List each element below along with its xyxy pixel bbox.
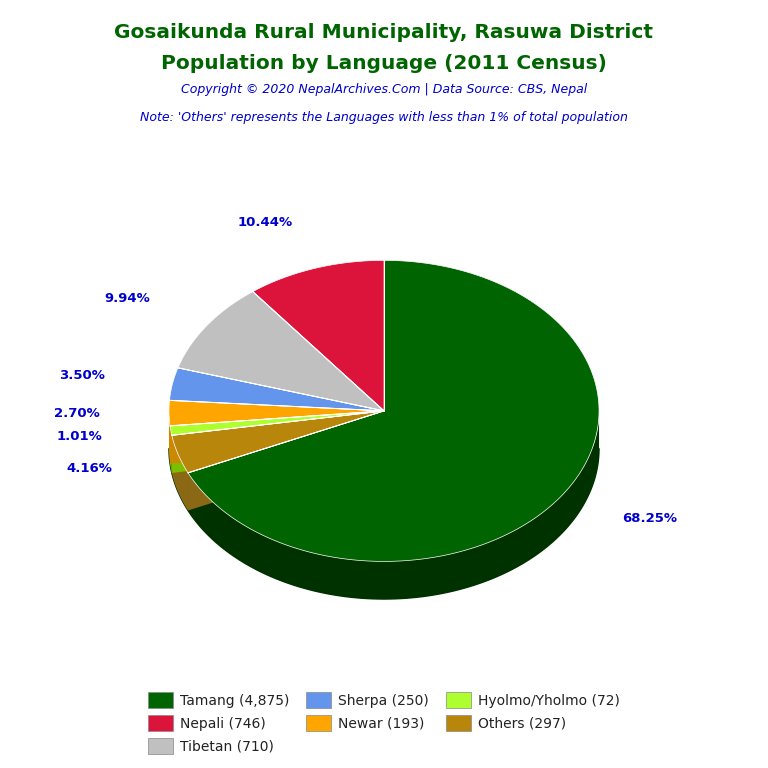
Polygon shape — [170, 411, 384, 463]
Text: Note: 'Others' represents the Languages with less than 1% of total population: Note: 'Others' represents the Languages … — [140, 111, 628, 124]
Text: 2.70%: 2.70% — [55, 407, 100, 420]
Polygon shape — [169, 411, 170, 463]
Text: 68.25%: 68.25% — [623, 512, 677, 525]
Polygon shape — [170, 411, 384, 435]
Text: 9.94%: 9.94% — [104, 292, 150, 305]
Polygon shape — [188, 411, 384, 511]
Polygon shape — [169, 449, 599, 599]
Text: 1.01%: 1.01% — [57, 430, 103, 443]
Polygon shape — [170, 425, 172, 473]
Text: Gosaikunda Rural Municipality, Rasuwa District: Gosaikunda Rural Municipality, Rasuwa Di… — [114, 23, 654, 42]
Text: 10.44%: 10.44% — [237, 217, 293, 230]
Polygon shape — [172, 411, 384, 473]
Text: Population by Language (2011 Census): Population by Language (2011 Census) — [161, 54, 607, 73]
Polygon shape — [188, 411, 384, 511]
Polygon shape — [188, 411, 599, 599]
Text: 3.50%: 3.50% — [59, 369, 104, 382]
Polygon shape — [170, 368, 384, 411]
Polygon shape — [169, 400, 384, 425]
Legend: Tamang (4,875), Nepali (746), Tibetan (710), Sherpa (250), Newar (193), Hyolmo/Y: Tamang (4,875), Nepali (746), Tibetan (7… — [141, 685, 627, 761]
Polygon shape — [253, 260, 384, 411]
Polygon shape — [172, 435, 188, 511]
Text: 4.16%: 4.16% — [66, 462, 112, 475]
Polygon shape — [172, 411, 384, 473]
Polygon shape — [170, 411, 384, 463]
Polygon shape — [172, 411, 384, 473]
Polygon shape — [178, 292, 384, 411]
Text: Copyright © 2020 NepalArchives.Com | Data Source: CBS, Nepal: Copyright © 2020 NepalArchives.Com | Dat… — [181, 83, 587, 96]
Polygon shape — [188, 260, 599, 561]
